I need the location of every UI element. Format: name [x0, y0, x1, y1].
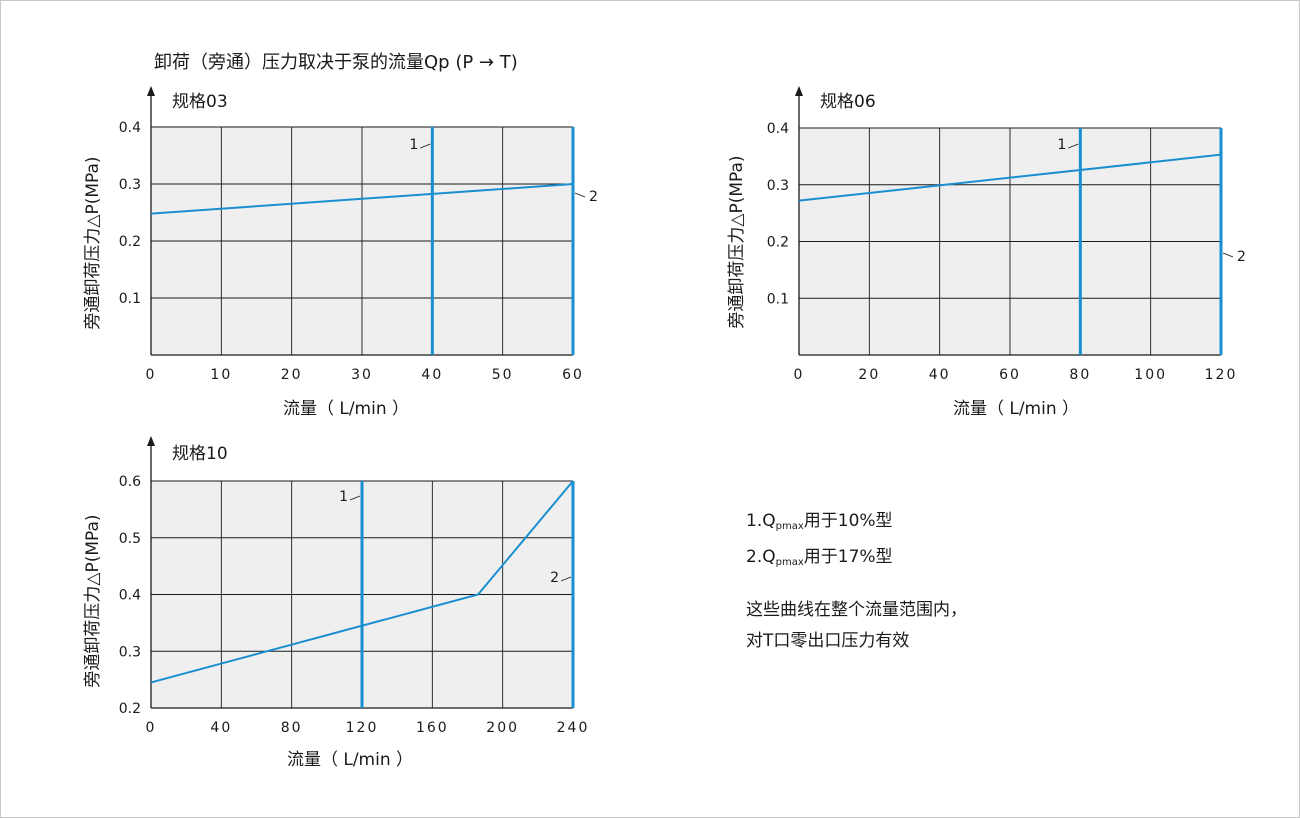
c06-series-line-0: [798, 153, 1222, 202]
c06-y-tick-label: 0.4: [767, 121, 789, 137]
c10-x-tick-label: 80: [281, 720, 303, 736]
c03-y-axis-label: 旁通卸荷压力△P(MPa): [83, 156, 103, 329]
c06-y-axis-arrow-icon: [795, 86, 803, 96]
c03-y-axis-arrow-icon: [147, 86, 155, 96]
c06-x-tick-label: 60: [999, 367, 1021, 383]
c06-y-axis-label: 旁通卸荷压力△P(MPa): [727, 155, 747, 328]
c10-y-tick-label: 0.6: [119, 474, 141, 490]
c06-x-tick-label: 0: [794, 367, 805, 383]
c03-y-tick-label: 0.3: [119, 177, 141, 193]
c06-x-tick-label: 40: [929, 367, 951, 383]
note-1-sub: pmax: [775, 521, 804, 532]
c10-marker-label-2: 2: [550, 570, 559, 586]
c06-x-tick-label: 120: [1205, 367, 1238, 383]
c06-x-axis-label: 流量（ L/min ）: [953, 399, 1079, 419]
c03-x-axis-label: 流量（ L/min ）: [283, 399, 409, 419]
c06-y-tick-label: 0.3: [767, 178, 789, 194]
c10-series-line-0: [150, 480, 574, 684]
c06-marker-leader-1: [1068, 143, 1079, 149]
c03-x-tick-label: 30: [351, 367, 373, 383]
c06-y-tick-label: 0.2: [767, 235, 789, 251]
c10-subtitle: 规格10: [172, 444, 228, 464]
c03-marker-leader-2: [574, 192, 586, 198]
c10-x-tick-label: 120: [346, 720, 379, 736]
c10-marker-leader-2: [560, 576, 572, 582]
note-1-prefix: 1.Q: [746, 511, 776, 531]
c10-x-tick-label: 40: [210, 720, 232, 736]
c03-y-tick-label: 0.2: [119, 234, 141, 250]
c06-marker-label-2: 2: [1237, 249, 1246, 265]
c10-x-tick-label: 0: [146, 720, 157, 736]
c03-marker-label-2: 2: [589, 189, 598, 205]
c03-marker-leader-1: [420, 143, 431, 149]
c03-x-tick-label: 60: [562, 367, 584, 383]
c03-marker-label-1: 1: [409, 137, 418, 153]
c03-x-tick-label: 20: [281, 367, 303, 383]
note-3: 这些曲线在整个流量范围内，: [746, 600, 967, 620]
c10-y-axis-arrow-icon: [147, 436, 155, 446]
note-1-suffix: 用于10%型: [803, 511, 893, 531]
note-4: 对T口零出口压力有效: [746, 631, 910, 651]
note-2-suffix: 用于17%型: [803, 547, 893, 567]
c03-x-tick-label: 10: [210, 367, 232, 383]
c10-y-tick-label: 0.3: [119, 644, 141, 660]
notes-block: 1.Qpmax用于10%型 2.Qpmax用于17%型 这些曲线在整个流量范围内…: [746, 506, 967, 657]
c10-y-tick-label: 0.2: [119, 701, 141, 717]
c03-subtitle: 规格03: [172, 92, 228, 112]
c06-y-tick-label: 0.1: [767, 291, 789, 307]
c03-x-tick-label: 50: [492, 367, 514, 383]
note-2-prefix: 2.Q: [746, 547, 776, 567]
c10-y-tick-label: 0.5: [119, 531, 141, 547]
c03-series-line-0: [150, 183, 574, 215]
c06-x-tick-label: 20: [858, 367, 880, 383]
note-2-sub: pmax: [775, 557, 804, 568]
c10-y-tick-label: 0.4: [119, 588, 141, 604]
c03-x-tick-label: 0: [146, 367, 157, 383]
note-2: 2.Qpmax用于17%型: [746, 542, 967, 578]
c03-x-tick-label: 40: [421, 367, 443, 383]
c06-subtitle: 规格06: [820, 92, 876, 112]
note-1: 1.Qpmax用于10%型: [746, 506, 967, 542]
c06-marker-leader-2: [1222, 252, 1234, 258]
c10-x-tick-label: 160: [416, 720, 449, 736]
c10-x-tick-label: 200: [486, 720, 519, 736]
c10-x-axis-label: 流量（ L/min ）: [287, 750, 413, 770]
c06-x-tick-label: 80: [1069, 367, 1091, 383]
c10-marker-label-1: 1: [339, 489, 348, 505]
c10-x-tick-label: 240: [557, 720, 590, 736]
c10-y-axis-label: 旁通卸荷压力△P(MPa): [83, 514, 103, 687]
c03-y-tick-label: 0.1: [119, 291, 141, 307]
c06-marker-label-1: 1: [1057, 137, 1066, 153]
c06-x-tick-label: 100: [1134, 367, 1167, 383]
c03-y-tick-label: 0.4: [119, 120, 141, 136]
c10-marker-leader-1: [349, 495, 361, 501]
figure-title: 卸荷（旁通）压力取决于泵的流量Qp (P → T): [154, 52, 518, 73]
